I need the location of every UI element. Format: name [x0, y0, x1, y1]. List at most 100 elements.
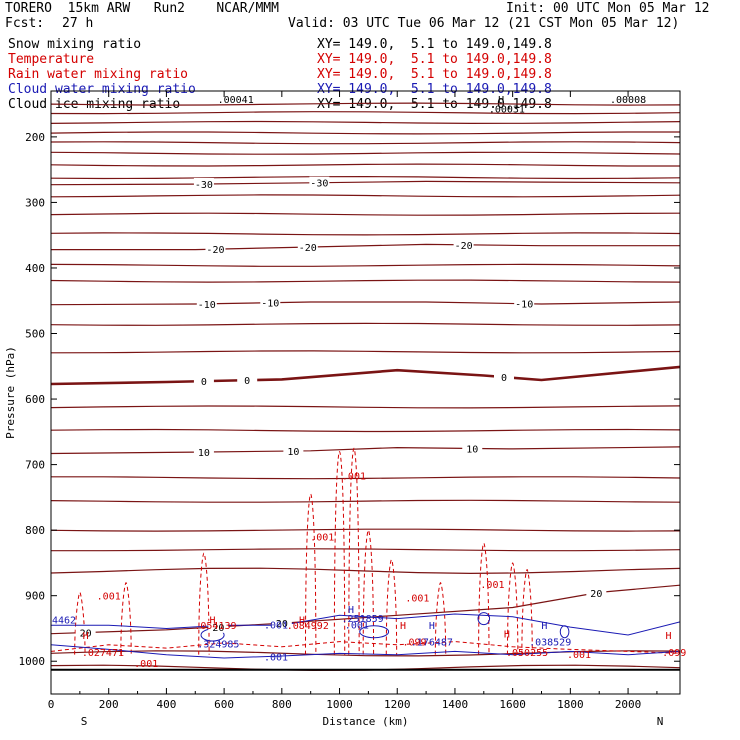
isotherm-line	[50, 111, 681, 115]
isotherm-label: 10	[198, 448, 210, 459]
isotherm-line	[50, 232, 681, 236]
upper-level-label: .00008	[610, 95, 646, 106]
isotherm-label-bg	[271, 617, 292, 630]
x-tick-label: 600	[214, 698, 234, 711]
isotherm-label: 0	[501, 373, 507, 384]
isotherm-label-bg	[75, 626, 96, 639]
rain-plume	[434, 582, 447, 655]
upper-level-label: .00031	[489, 105, 525, 116]
isotherm-label-bg	[208, 620, 229, 633]
isotherm-label: 20	[80, 629, 92, 640]
rain-max-label: .027471	[82, 648, 124, 659]
isotherm-label-bg	[297, 241, 318, 254]
rain-plume	[521, 568, 533, 655]
high-marker: H	[400, 621, 406, 632]
background-isotherms	[50, 102, 681, 672]
x-tick-label: 1400	[442, 698, 469, 711]
isotherm-label: -20	[206, 245, 224, 256]
y-tick-label: 400	[25, 262, 45, 275]
isotherm-label-bg	[493, 371, 514, 384]
forecast-hour-value: 27 h	[62, 16, 94, 31]
field-name-rain: Rain water mixing ratio	[8, 67, 189, 82]
isotherm-line	[50, 322, 681, 326]
y-tick-label: 1000	[19, 655, 46, 668]
isotherm-line	[50, 120, 681, 125]
isotherm-line	[50, 102, 681, 106]
y-tick-label: 800	[25, 524, 45, 537]
isotherm-label: 10	[466, 444, 478, 455]
isotherm-label-bg	[193, 446, 214, 459]
y-tick-label: 300	[25, 196, 45, 209]
cloud-water-top	[51, 613, 681, 636]
isotherm-line	[50, 263, 681, 267]
rain-plume	[120, 582, 132, 655]
rain-max-label: .054139	[194, 621, 236, 632]
isotherm-line	[50, 499, 681, 503]
isotherm-label-bg	[283, 445, 304, 458]
isotherm-label: 20	[276, 619, 288, 630]
rain-max-label: .099	[403, 638, 427, 649]
isotherm-line	[50, 350, 681, 354]
isotherm-line	[50, 151, 681, 155]
x-tick-label: 400	[156, 698, 176, 711]
x-tick-label: 1600	[499, 698, 526, 711]
rain-plume	[506, 562, 519, 655]
rain-contour-label: .001	[342, 472, 366, 483]
high-marker: H	[348, 605, 354, 616]
rain-max-label: .099	[662, 648, 686, 659]
isotherm-10	[50, 446, 681, 455]
field-desc-cloud-water: XY= 149.0, 5.1 to 149.0,149.8	[317, 82, 552, 97]
x-tick-label: 1000	[326, 698, 353, 711]
high-marker: H	[541, 621, 547, 632]
isotherm-line	[50, 428, 681, 433]
rain-plume	[348, 447, 360, 655]
isotherm-label: 20	[590, 589, 602, 600]
x-tick-label: 800	[272, 698, 292, 711]
field-desc-rain: XY= 149.0, 5.1 to 149.0,149.8	[317, 67, 552, 82]
isotherm-label: 20	[212, 623, 224, 634]
rain-max-label: .050255	[506, 648, 548, 659]
field-name-snow: Snow mixing ratio	[8, 37, 142, 52]
isotherm-line	[50, 175, 681, 180]
y-tick-label: 900	[25, 590, 45, 603]
isotherm-label-bg	[193, 375, 214, 388]
isotherm-line	[50, 212, 681, 216]
high-marker: H	[665, 631, 671, 642]
x-tick-label: 0	[48, 698, 55, 711]
cloud-water-label: .251859	[342, 614, 384, 625]
rain-contour-label: .001	[480, 580, 504, 591]
isotherm-label: 0	[201, 377, 207, 388]
isotherm-label: -30	[195, 180, 213, 191]
cloud-water-label: .001	[264, 653, 288, 664]
cloud-water-label: .001	[345, 621, 369, 632]
cloud-water-core	[359, 625, 390, 639]
rain-plume	[333, 450, 346, 655]
isotherm-line	[50, 194, 681, 198]
rain-plume	[304, 493, 317, 655]
isotherm-label: -10	[198, 300, 216, 311]
high-marker: H	[504, 630, 510, 641]
x-tick-label: 1200	[384, 698, 411, 711]
isotherm-line	[50, 131, 680, 135]
south-endpoint-label: S	[81, 715, 88, 728]
valid-time: Valid: 03 UTC Tue 06 Mar 12 (21 CST Mon …	[288, 16, 680, 31]
isotherm-0	[50, 365, 681, 386]
model-run-title: TORERO 15km ARW Run2 NCAR/MMM	[5, 1, 279, 16]
isotherm-label: -30	[310, 179, 328, 190]
rain-band	[50, 641, 681, 654]
cloud-water-core	[559, 625, 570, 639]
isotherm--30	[50, 180, 681, 186]
cloud-water-label: .001	[264, 621, 288, 632]
field-name-temperature: Temperature	[8, 52, 95, 67]
field-desc-temperature: XY= 149.0, 5.1 to 149.0,149.8	[317, 52, 552, 67]
isotherm-label: 0	[244, 376, 250, 387]
isotherm-line	[50, 405, 681, 409]
plot-frame	[50, 90, 681, 695]
rain-contour-label: .001	[405, 594, 429, 605]
x-axis-title: Distance (km)	[322, 715, 408, 728]
isotherm-line	[50, 279, 681, 283]
rain-plume	[362, 529, 375, 655]
rain-plume	[74, 591, 86, 655]
